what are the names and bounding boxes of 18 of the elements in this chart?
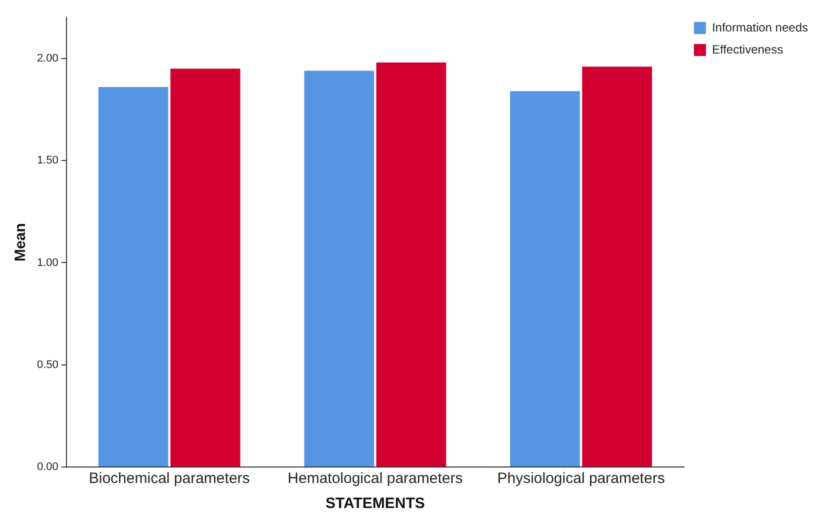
x-axis-title: STATEMENTS <box>325 495 425 512</box>
bar <box>582 66 652 466</box>
y-tick-label: 0.50 <box>36 358 58 371</box>
bar <box>376 62 446 466</box>
x-tick-label: Physiological parameters <box>497 470 665 488</box>
x-tick-label: Biochemical parameters <box>88 470 250 488</box>
y-tick-label: 0.00 <box>36 461 58 474</box>
bar <box>304 70 374 466</box>
y-tick-label: 1.00 <box>36 256 58 269</box>
x-tick-label: Hematological parameters <box>288 470 463 488</box>
y-tick-label: 1.50 <box>36 154 58 167</box>
bar <box>98 87 168 466</box>
legend-label: Effectiveness <box>712 42 784 56</box>
legend-label: Information needs <box>712 20 808 34</box>
y-tick-label: 2.00 <box>36 52 58 64</box>
bar <box>170 68 240 466</box>
bar <box>510 91 580 466</box>
y-axis-title: Mean <box>12 223 30 262</box>
